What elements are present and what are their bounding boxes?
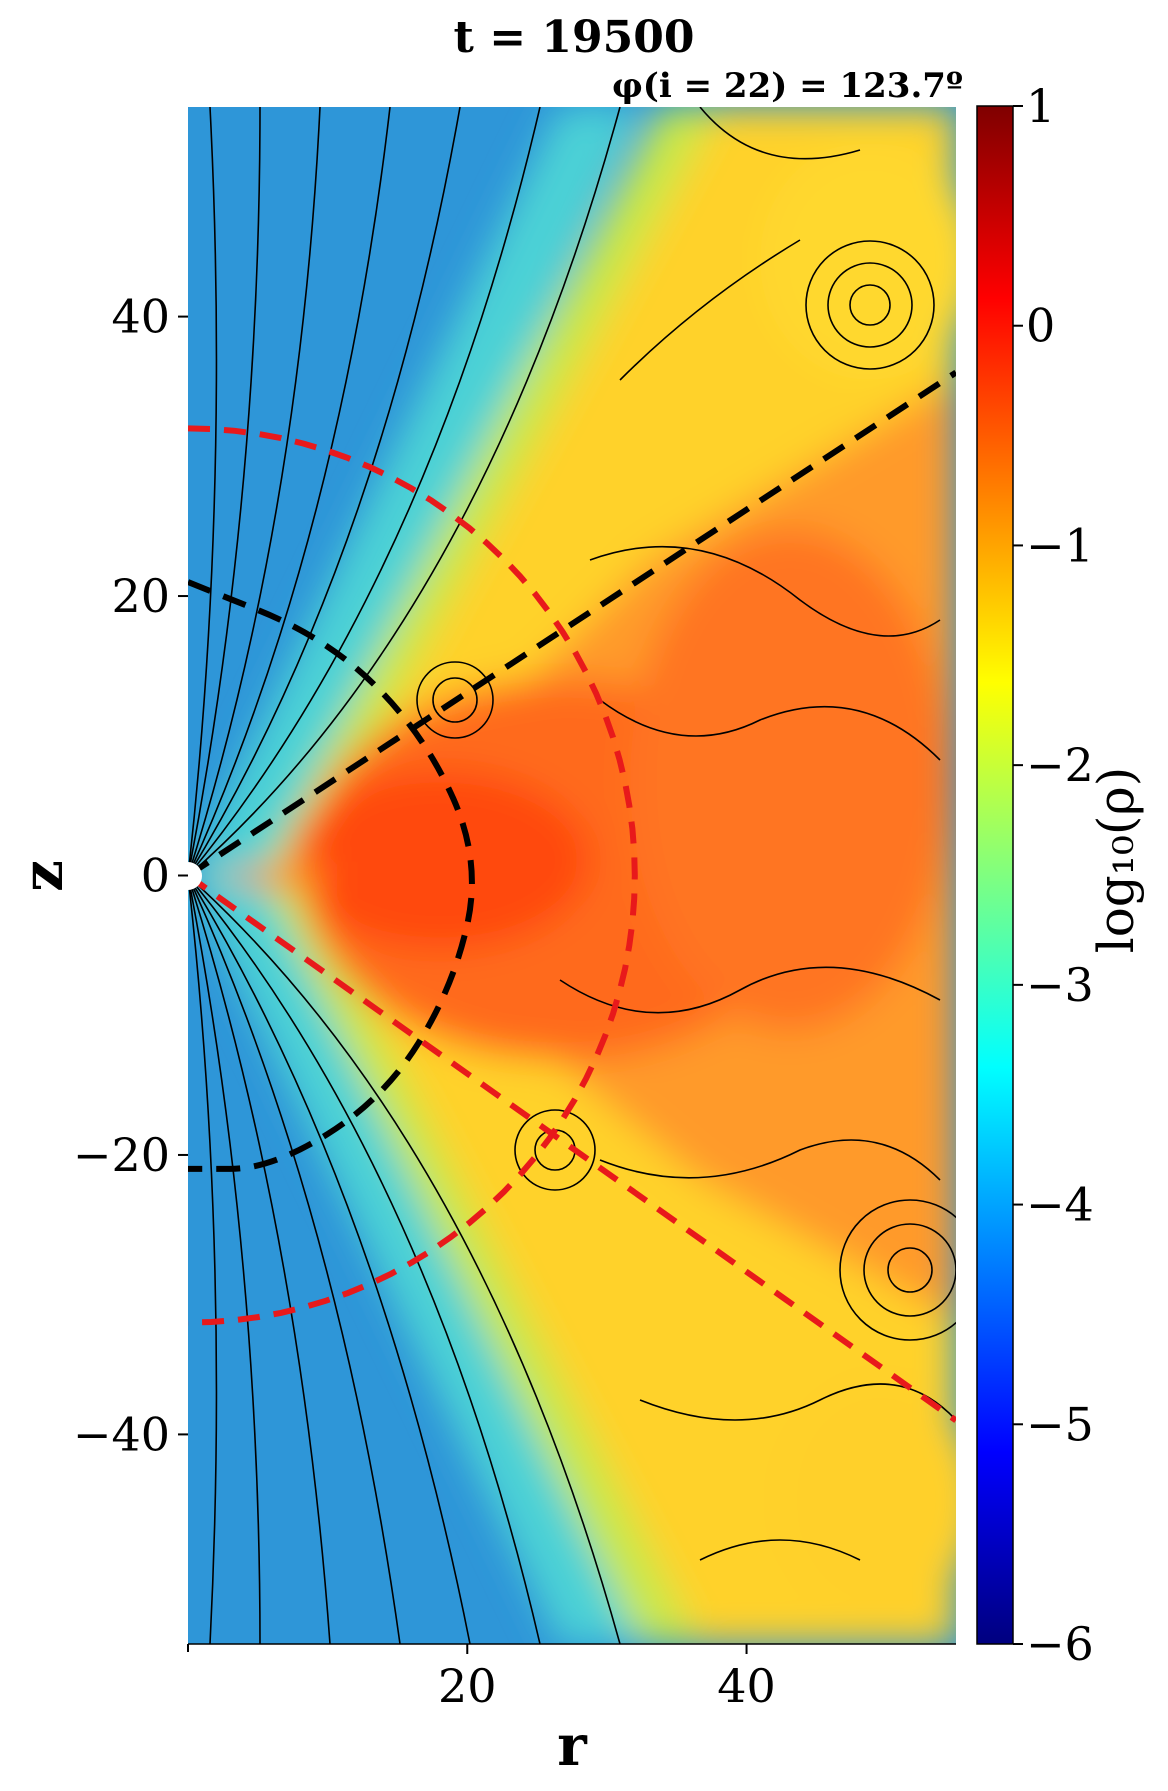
- colorbar-tick-label: −6: [1026, 1617, 1094, 1671]
- colorbar: [976, 105, 1014, 1645]
- black-dashed-curve: [188, 579, 475, 1172]
- y-tick-label: 20: [111, 569, 170, 623]
- streamlines: [188, 107, 956, 1644]
- density-field: [188, 107, 956, 1644]
- x-tick-label: 20: [438, 1659, 497, 1713]
- colorbar-tick-label: −2: [1026, 738, 1094, 792]
- colorbar-tick-label: −1: [1026, 518, 1094, 572]
- red-dashed-circle: [188, 425, 638, 1326]
- black-dashed-line: [188, 369, 956, 879]
- colorbar-ticks: 1 0 −1 −2 −3 −4 −5 −6: [1013, 79, 1094, 1671]
- y-axis: 40 20 0 −20 −40: [73, 290, 188, 1461]
- chart-title: t = 19500: [454, 12, 695, 63]
- colorbar-tick-label: 1: [1026, 79, 1055, 133]
- x-axis: 20 40: [187, 1643, 956, 1713]
- plot-area: [188, 107, 956, 1644]
- colorbar-tick-label: −3: [1026, 958, 1094, 1012]
- colorbar-tick-label: 0: [1026, 299, 1055, 353]
- colorbar-label: log₁₀(ρ): [1087, 767, 1145, 954]
- chart-subtitle: φ(i = 22) = 123.7º: [612, 66, 963, 106]
- y-tick-label: −40: [73, 1407, 170, 1461]
- x-tick-label: 40: [717, 1659, 776, 1713]
- y-tick-label: 0: [141, 849, 170, 903]
- x-axis-label: r: [557, 1713, 588, 1779]
- colorbar-tick-label: −4: [1026, 1178, 1094, 1232]
- y-axis-label: z: [10, 860, 76, 892]
- y-tick-label: 40: [111, 290, 170, 344]
- y-tick-label: −20: [73, 1128, 170, 1182]
- colorbar-tick-label: −5: [1026, 1397, 1094, 1451]
- central-object: [188, 862, 202, 890]
- red-dashed-line: [188, 873, 956, 1423]
